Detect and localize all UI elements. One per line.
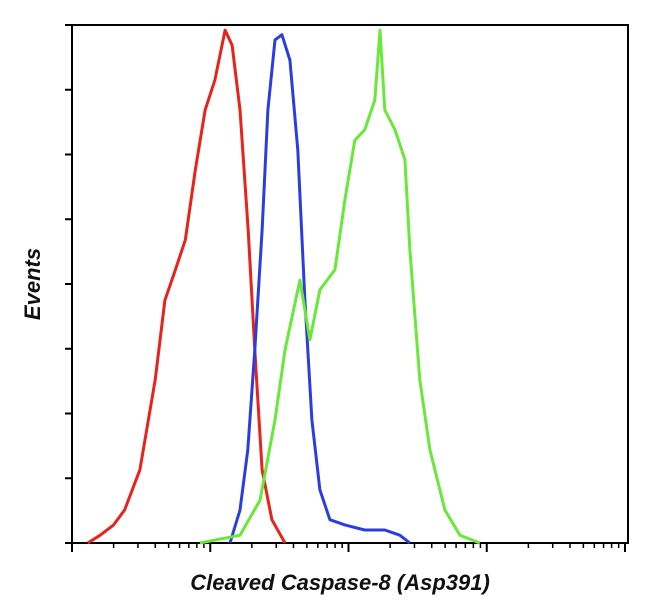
x-axis-label: Cleaved Caspase-8 (Asp391): [190, 570, 490, 595]
y-axis-label: Events: [20, 248, 45, 320]
plot-frame: [71, 24, 629, 544]
histogram-curve: [199, 28, 481, 545]
histogram-curve: [228, 33, 411, 545]
histogram-curve: [87, 28, 287, 545]
